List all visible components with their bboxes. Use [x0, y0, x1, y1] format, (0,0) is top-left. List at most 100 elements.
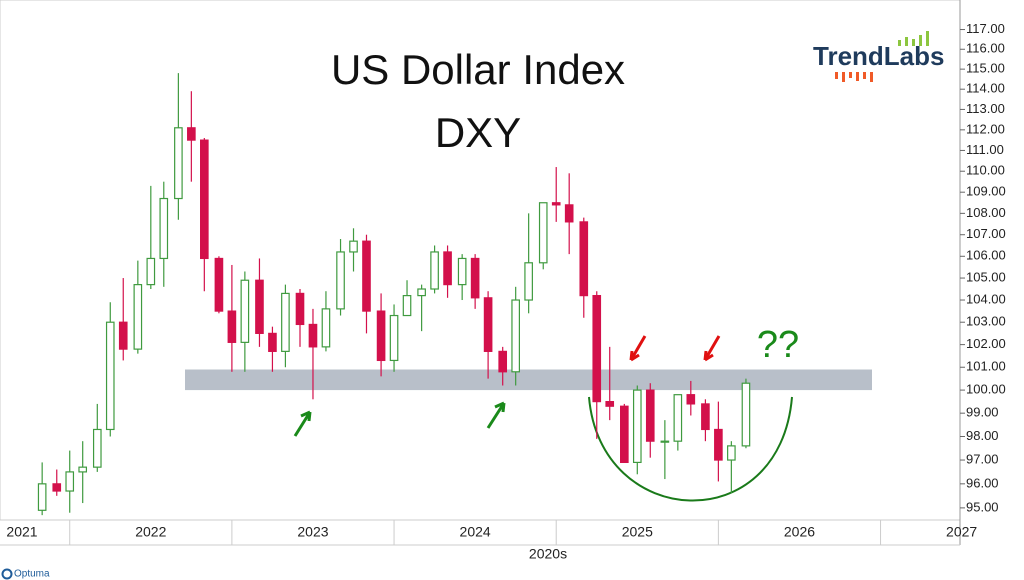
candle-body [174, 127, 183, 200]
candle-body [389, 314, 399, 362]
candle-body [538, 202, 548, 264]
candle-body [308, 323, 318, 348]
candle-body [727, 445, 736, 461]
y-tick-label: 108.00 [966, 205, 1006, 220]
candle-body [105, 321, 115, 431]
y-tick-label: 102.00 [966, 336, 1006, 351]
y-tick-label: 116.00 [966, 41, 1005, 56]
candle-body [187, 127, 196, 141]
y-tick-label: 111.00 [966, 142, 1004, 157]
candle-body [430, 251, 439, 290]
logo-bar [919, 35, 922, 46]
y-tick-label: 110.00 [966, 163, 1005, 178]
candle-body [605, 401, 615, 407]
bowl-arc [588, 396, 793, 502]
y-tick-label: 107.00 [966, 226, 1006, 241]
candle-body [240, 279, 250, 343]
y-tick-label: 95.00 [966, 499, 999, 514]
logo-bar [898, 40, 901, 46]
candle-body [457, 257, 467, 286]
x-tick-label: 2025 [622, 524, 653, 540]
candle-body [376, 310, 386, 362]
y-tick-label: 109.00 [966, 184, 1006, 199]
candle-body [592, 295, 602, 403]
logo-bar [863, 72, 866, 79]
y-tick-label: 113.00 [966, 101, 1005, 116]
candle-body [227, 310, 237, 343]
y-tick-label: 114.00 [966, 81, 1005, 96]
red-arrow [629, 335, 647, 362]
y-tick-label: 100.00 [966, 382, 1006, 397]
x-tick-label: 2024 [460, 524, 491, 540]
footer: Optuma [14, 569, 50, 580]
chart-title: US Dollar Index [331, 46, 625, 93]
logo: TrendLabs [813, 31, 944, 82]
y-tick-label: 99.00 [966, 405, 999, 420]
plot-area [0, 0, 961, 521]
candle-body [417, 288, 426, 297]
y-tick-label: 97.00 [966, 451, 999, 466]
y-tick-label: 106.00 [966, 248, 1006, 263]
candle-body [524, 262, 533, 301]
logo-bar [842, 72, 845, 82]
candle-body [632, 389, 642, 464]
y-tick-label: 98.00 [966, 428, 999, 443]
candle-body [336, 251, 345, 310]
chart-subtitle: DXY [435, 109, 521, 156]
candle-body [741, 382, 751, 447]
candle-body [645, 389, 655, 442]
annotation: ?? [757, 324, 799, 366]
candle-body [255, 279, 264, 334]
candle-body [511, 299, 520, 373]
logo-bar [870, 72, 873, 82]
candle-body [65, 471, 75, 492]
x-tick-label: 2022 [135, 524, 166, 540]
logo-bar [849, 72, 852, 78]
candle-body [579, 221, 589, 297]
candle-body [362, 240, 371, 312]
logo-bar [835, 72, 838, 79]
candle-body [118, 321, 128, 350]
logo-text: TrendLabs [813, 41, 944, 71]
candle-body [470, 257, 480, 299]
red-arrow [703, 335, 721, 362]
logo-bar [905, 37, 908, 46]
y-tick-label: 96.00 [966, 475, 999, 490]
candle-body [295, 292, 305, 326]
candle-body [200, 139, 209, 260]
arrows [293, 335, 793, 502]
y-tick-label: 104.00 [966, 291, 1006, 306]
candle-body [92, 428, 102, 468]
logo-bar [912, 39, 915, 46]
candle-body [714, 428, 723, 461]
logo-bar [856, 72, 859, 81]
candle-body [268, 332, 277, 352]
candle-body [37, 483, 47, 511]
logo-bar [926, 31, 929, 46]
candle-body [159, 197, 169, 260]
x-tick-label: 2027 [946, 524, 977, 540]
candle-body [402, 295, 412, 317]
candle-body [551, 202, 561, 206]
y-tick-label: 117.00 [966, 21, 1005, 36]
x-axis-label: 2020s [529, 546, 567, 562]
green-arrow [486, 401, 506, 429]
y-tick-label: 101.00 [966, 359, 1006, 374]
y-tick-label: 103.00 [966, 314, 1006, 329]
resistance-zone [185, 369, 872, 391]
candle-body [214, 257, 224, 312]
candle-body [498, 350, 508, 373]
candle-body [443, 251, 452, 286]
y-tick-label: 115.00 [966, 61, 1005, 76]
candle-body [564, 204, 574, 223]
x-tick-label: 2026 [784, 524, 815, 540]
x-tick-label: 2023 [297, 524, 328, 540]
candle-body [349, 240, 358, 253]
x-tick-label: 2021 [6, 524, 37, 540]
candle-body [483, 297, 493, 352]
footer-icon [1, 568, 13, 580]
candle-body [620, 405, 629, 464]
candle-body [281, 292, 290, 352]
candle-body [686, 394, 696, 405]
y-tick-label: 112.00 [966, 121, 1005, 136]
